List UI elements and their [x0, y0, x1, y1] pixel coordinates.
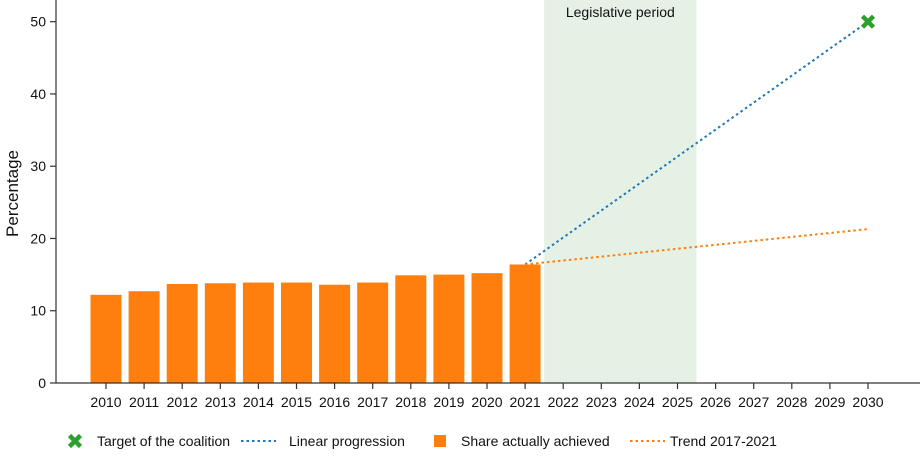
x-tick-label: 2017 — [357, 394, 388, 410]
x-tick-label: 2020 — [471, 394, 502, 410]
y-axis-title: Percentage — [3, 150, 22, 237]
y-tick-label: 20 — [30, 230, 46, 246]
legend-label: Trend 2017-2021 — [670, 433, 777, 449]
legend-target-icon — [67, 433, 83, 449]
x-tick-label: 2011 — [129, 394, 159, 410]
bar-2018 — [395, 275, 427, 383]
legend-share-icon — [434, 435, 446, 447]
x-tick-label: 2026 — [700, 394, 731, 410]
x-tick-label: 2018 — [395, 394, 426, 410]
y-tick-label: 40 — [30, 86, 46, 102]
bar-2013 — [204, 283, 236, 383]
linear-progression-line — [524, 20, 869, 266]
x-tick-label: 2019 — [433, 394, 464, 410]
trend-line — [524, 228, 869, 266]
legislative-period-label: Legislative period — [566, 4, 675, 20]
y-tick-label: 30 — [30, 158, 46, 174]
bar-2020 — [471, 273, 503, 383]
legislative-period-region — [544, 0, 697, 383]
x-tick-label: 2029 — [814, 394, 845, 410]
x-tick-label: 2010 — [90, 394, 121, 410]
x-tick-label: 2028 — [776, 394, 807, 410]
y-tick-label: 50 — [30, 14, 46, 30]
target-marker — [860, 14, 876, 29]
legend-label: Linear progression — [289, 433, 405, 449]
x-tick-label: 2030 — [852, 394, 883, 410]
bar-2011 — [128, 291, 160, 383]
bar-2019 — [433, 274, 465, 383]
x-tick-label: 2015 — [281, 394, 312, 410]
y-tick-label: 10 — [30, 303, 46, 319]
bar-2016 — [319, 284, 351, 383]
x-tick-label: 2012 — [167, 394, 198, 410]
bar-2021 — [509, 264, 541, 383]
x-tick-label: 2014 — [243, 394, 274, 410]
x-tick-label: 2024 — [624, 394, 655, 410]
x-tick-label: 2022 — [548, 394, 579, 410]
x-tick-label: 2013 — [205, 394, 236, 410]
bar-2012 — [166, 283, 198, 383]
bar-2010 — [90, 294, 122, 383]
bar-2015 — [281, 282, 312, 383]
legend-label: Target of the coalition — [97, 433, 230, 449]
legend-label: Share actually achieved — [461, 433, 610, 449]
x-tick-label: 2025 — [662, 394, 693, 410]
y-tick-label: 0 — [38, 375, 46, 391]
x-tick-label: 2023 — [586, 394, 617, 410]
x-tick-label: 2016 — [319, 394, 350, 410]
bar-2017 — [357, 282, 389, 383]
x-tick-label: 2027 — [738, 394, 769, 410]
bar-2014 — [242, 282, 274, 383]
x-tick-label: 2021 — [510, 394, 541, 410]
